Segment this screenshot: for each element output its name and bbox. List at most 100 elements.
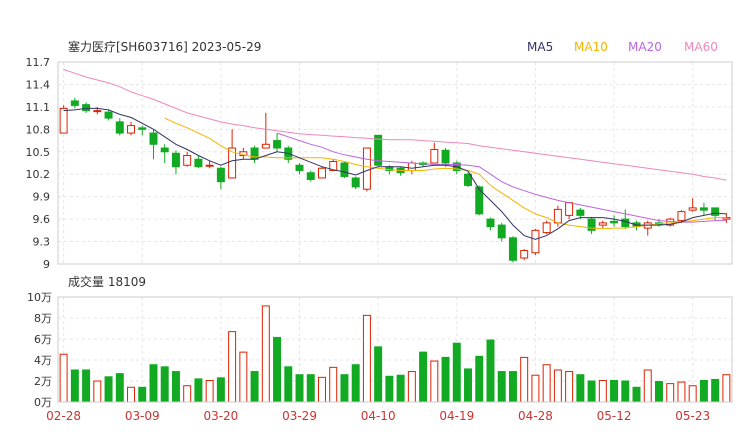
candle-body <box>93 110 102 113</box>
volume-bar <box>722 374 731 403</box>
price-tick-label: 11.7 <box>26 56 51 69</box>
volume-bar <box>464 368 472 403</box>
volume-bar <box>677 381 686 403</box>
candle-body <box>531 229 540 254</box>
price-grid <box>58 61 732 265</box>
candle-body <box>553 208 562 224</box>
volume-bar <box>542 364 551 403</box>
volume-bar <box>655 381 663 403</box>
candle-body <box>362 147 371 190</box>
volume-bar <box>598 379 607 403</box>
volume-tick-label: 0万 <box>34 396 52 409</box>
candle-body <box>711 207 720 216</box>
volume-bar <box>587 380 596 403</box>
candle-body <box>486 218 495 228</box>
volume-bar <box>284 366 293 403</box>
candle-body <box>149 132 158 145</box>
chart-title: 塞力医疗[SH603716] 2023-05-29 <box>68 39 261 54</box>
candle-body <box>587 218 596 231</box>
x-tick-label: 03-29 <box>282 409 317 423</box>
price-axis: 11.7 11.4 11.1 10.8 10.5 10.2 9.9 9.6 9.3 9 <box>26 56 51 271</box>
candle-body <box>329 161 338 171</box>
candle-body <box>82 104 91 112</box>
candle-body <box>70 100 79 106</box>
volume-bar <box>138 386 147 403</box>
candle-body <box>508 237 517 261</box>
volume-panel-border <box>57 296 733 403</box>
legend: MA5 MA10 MA20 MA60 <box>527 40 718 54</box>
volume-bar <box>82 369 91 403</box>
volume-bar <box>565 371 574 403</box>
volume-bar <box>194 378 203 403</box>
volume-bar <box>520 356 529 403</box>
volume-bar <box>666 383 675 403</box>
candle-body <box>261 143 270 149</box>
volume-axis: 10万 8万 6万 4万 2万 0万 <box>27 291 52 409</box>
candle-body <box>273 140 282 149</box>
price-panel-border <box>57 61 733 265</box>
x-tick-label: 03-20 <box>203 409 238 423</box>
candles <box>59 97 731 263</box>
ma60-line <box>63 69 727 181</box>
volume-bar <box>553 369 562 403</box>
candle-body <box>430 149 439 164</box>
candle-body <box>497 224 506 239</box>
candle-body <box>250 147 259 160</box>
price-tick-label: 11.4 <box>26 78 51 91</box>
candle-body <box>205 164 214 167</box>
volume-bar <box>295 374 304 403</box>
volume-bar <box>329 366 338 403</box>
volume-bar <box>70 369 79 403</box>
candle-body <box>160 147 169 153</box>
candle-body <box>295 164 304 171</box>
volume-bar <box>216 377 225 403</box>
volume-bar <box>374 346 383 403</box>
volume-bar <box>115 373 124 403</box>
candle-body <box>228 147 237 179</box>
volume-bar <box>688 385 697 403</box>
candle-body <box>115 121 124 134</box>
volume-bars <box>59 305 731 403</box>
candle-body <box>59 107 68 134</box>
candle-body <box>374 134 383 166</box>
price-tick-label: 11.1 <box>26 101 51 114</box>
volume-bar <box>531 374 540 403</box>
volume-bar <box>306 374 315 403</box>
volume-bar <box>452 342 461 403</box>
volume-bar <box>273 336 282 403</box>
volume-bar <box>419 351 428 403</box>
candle-body <box>520 250 529 259</box>
candle-body <box>464 173 472 186</box>
candle-body <box>306 172 315 180</box>
x-tick-label: 04-10 <box>361 409 396 423</box>
x-tick-label: 04-28 <box>518 409 553 423</box>
candle-body <box>565 202 574 216</box>
candle-body <box>576 209 585 216</box>
volume-bar <box>475 355 484 403</box>
candle-body <box>318 167 326 179</box>
legend-item-ma10: MA10 <box>574 40 608 54</box>
volume-bar <box>610 379 619 403</box>
candle-body <box>104 111 113 119</box>
x-tick-label: 04-19 <box>439 409 474 423</box>
candle-body <box>542 222 551 234</box>
x-tick-label: 03-09 <box>125 409 160 423</box>
ma20-line <box>276 132 727 223</box>
price-tick-label: 10.2 <box>26 168 51 181</box>
volume-tick-label: 10万 <box>27 291 52 304</box>
volume-bar <box>508 371 517 403</box>
candle-body <box>677 211 686 222</box>
volume-tick-label: 4万 <box>34 354 52 367</box>
candle-body <box>407 162 416 171</box>
candle-body <box>475 186 484 215</box>
volume-bar <box>621 380 630 403</box>
volume-bar <box>250 371 259 403</box>
candle-body <box>351 177 360 188</box>
volume-bar <box>486 339 495 403</box>
volume-bar <box>407 371 416 403</box>
volume-bar <box>632 386 641 403</box>
price-tick-label: 9 <box>43 258 50 271</box>
volume-bar <box>59 353 68 403</box>
volume-bar <box>104 376 113 403</box>
volume-label: 成交量 18109 <box>68 274 146 289</box>
